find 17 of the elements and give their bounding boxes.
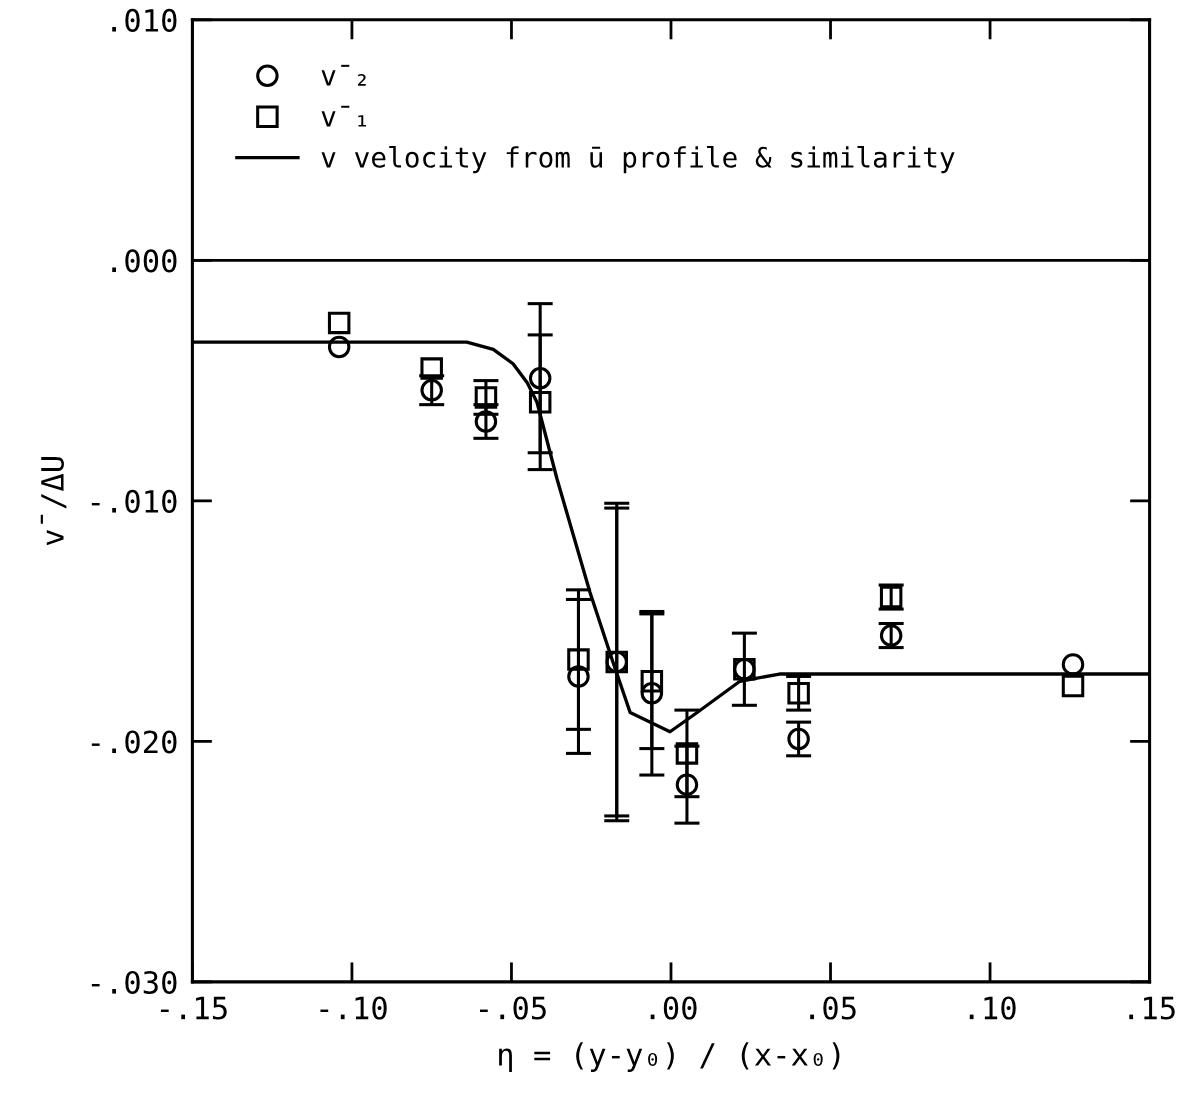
x-tick-label: -.10 bbox=[320, 996, 387, 1020]
legend-label: v velocity from ū profile & similarity bbox=[321, 146, 955, 174]
x-tick-label: .15 bbox=[1129, 996, 1175, 1020]
y-tick-label: .010 bbox=[112, 8, 177, 32]
y-tick-label: -.030 bbox=[91, 970, 177, 995]
y-axis-title: v̄/ΔU bbox=[40, 457, 67, 546]
y-tick-label: -.010 bbox=[91, 489, 177, 513]
x-tick-label: .10 bbox=[969, 996, 1016, 1020]
x-tick-label: .00 bbox=[650, 996, 697, 1020]
x-tick-label: -.15 bbox=[160, 996, 227, 1020]
legend-label: v̄₂ bbox=[321, 64, 366, 86]
y-tick-label: .000 bbox=[112, 249, 177, 273]
y-tick-label: -.020 bbox=[91, 730, 177, 754]
x-tick-label: .05 bbox=[810, 996, 856, 1020]
x-tick-label: -.05 bbox=[479, 996, 546, 1020]
x-axis-title: η = (y-y₀) / (x-x₀) bbox=[499, 1042, 840, 1072]
legend-label: v̄₁ bbox=[321, 105, 367, 127]
